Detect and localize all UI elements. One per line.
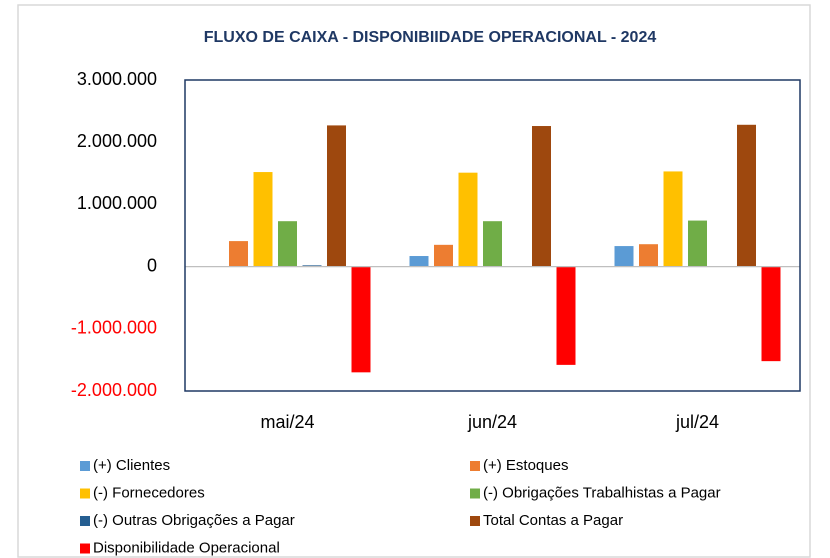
- chart-title: FLUXO DE CAIXA - DISPONIBIIDADE OPERACIO…: [204, 29, 657, 46]
- bar: [302, 265, 322, 267]
- bar: [639, 244, 658, 267]
- bar: [663, 171, 683, 267]
- x-tick-label: jun/24: [467, 412, 517, 432]
- legend-swatch: [80, 488, 90, 499]
- bar: [229, 241, 248, 267]
- x-tick-label: mai/24: [260, 412, 314, 432]
- legend-label: (+) Clientes: [93, 457, 170, 474]
- legend-swatch: [470, 516, 480, 526]
- x-tick-label: jul/24: [675, 412, 719, 432]
- bar: [532, 126, 551, 267]
- legend-label: (-) Outras Obrigações a Pagar: [93, 512, 295, 529]
- legend-label: (-) Fornecedores: [93, 484, 205, 501]
- legend-swatch: [80, 516, 90, 526]
- bar: [737, 124, 756, 267]
- legend-label: Disponibilidade Operacional: [93, 539, 280, 556]
- bar: [351, 266, 371, 373]
- bar: [761, 266, 781, 362]
- y-tick-label: 3.000.000: [77, 69, 157, 89]
- bar: [458, 172, 478, 267]
- y-tick-label: -1.000.000: [71, 318, 157, 338]
- bar: [327, 125, 346, 267]
- bar: [278, 221, 297, 267]
- y-tick-label: -2.000.000: [71, 380, 157, 400]
- bar: [253, 172, 273, 267]
- legend-swatch: [80, 461, 90, 471]
- bar: [434, 244, 453, 267]
- bar: [409, 256, 429, 267]
- bar: [688, 220, 707, 267]
- plot-border: [184, 79, 801, 392]
- bar: [556, 266, 576, 365]
- chart-frame: [17, 4, 811, 558]
- legend-swatch: [80, 543, 90, 554]
- legend-swatch: [470, 488, 480, 499]
- legend-label: Total Contas a Pagar: [483, 512, 623, 529]
- bar: [614, 246, 634, 267]
- legend-swatch: [470, 461, 480, 471]
- legend-label: (+) Estoques: [483, 457, 568, 474]
- y-tick-label: 0: [147, 255, 157, 275]
- y-tick-label: 1.000.000: [77, 193, 157, 213]
- bar: [483, 221, 502, 267]
- legend-label: (-) Obrigações Trabalhistas a Pagar: [483, 484, 721, 501]
- y-tick-label: 2.000.000: [77, 131, 157, 151]
